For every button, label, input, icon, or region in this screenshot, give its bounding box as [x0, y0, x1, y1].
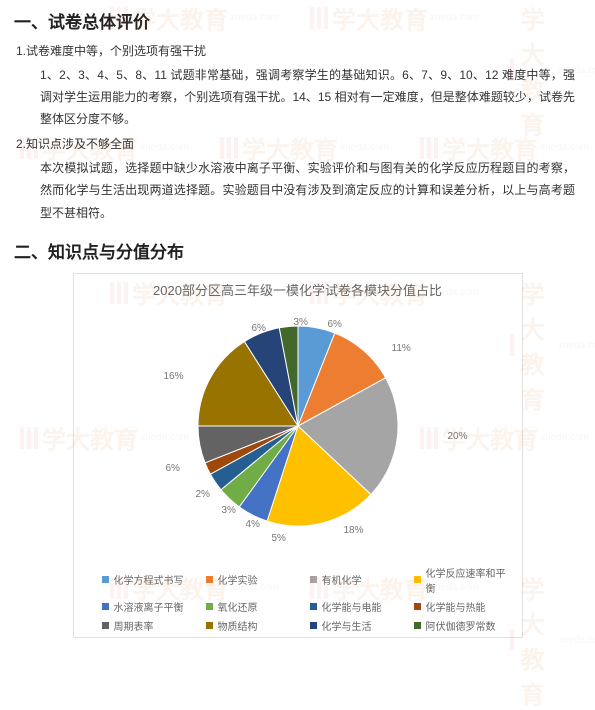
legend-label: 化学能与热能 — [426, 599, 486, 614]
legend-swatch — [206, 603, 213, 610]
pct-label: 6% — [166, 463, 180, 474]
legend-label: 化学与生活 — [322, 618, 372, 633]
pct-label: 4% — [246, 519, 260, 530]
pie-chart-container: 2020部分区高三年级一模化学试卷各模块分值占比 6% 11% 20% 18% 5% 4%… — [73, 273, 523, 638]
chart-title: 2020部分区高三年级一模化学试卷各模块分值占比 — [82, 280, 514, 299]
item1-label: 1.试卷难度中等，个别选项有强干扰 — [16, 43, 581, 60]
legend-item: 化学与生活 — [310, 618, 408, 633]
legend-item: 化学能与热能 — [414, 599, 512, 614]
legend-item: 氧化还原 — [206, 599, 304, 614]
legend: 化学方程式书写 化学实验 有机化学 化学反应速率和平衡水溶液离子平衡 氧化还原 化学能与电… — [82, 561, 514, 633]
legend-label: 化学方程式书写 — [114, 572, 184, 587]
section1-heading: 一、试卷总体评价 — [14, 8, 581, 33]
pct-label: 11% — [392, 343, 411, 354]
item2-para: 本次模拟试题，选择题中缺少水溶液中离子平衡、实验评价和与图有关的化学反应历程题目… — [40, 157, 575, 224]
pct-label: 16% — [164, 371, 184, 382]
legend-item: 周期表率 — [102, 618, 200, 633]
pct-label: 3% — [294, 317, 308, 328]
legend-item: 阿伏伽德罗常数 — [414, 618, 512, 633]
legend-item: 有机化学 — [310, 565, 408, 595]
legend-swatch — [414, 622, 421, 629]
legend-item: 物质结构 — [206, 618, 304, 633]
legend-swatch — [102, 576, 109, 583]
legend-label: 化学反应速率和平衡 — [426, 565, 512, 595]
legend-label: 化学能与电能 — [322, 599, 382, 614]
legend-item: 化学方程式书写 — [102, 565, 200, 595]
pie-svg — [178, 301, 418, 541]
pct-label: 6% — [252, 323, 266, 334]
pie-area: 6% 11% 20% 18% 5% 4% 3% 2% 6% 16% 6% 3% — [82, 301, 514, 561]
legend-swatch — [310, 622, 317, 629]
legend-item: 化学反应速率和平衡 — [414, 565, 512, 595]
legend-label: 物质结构 — [218, 618, 258, 633]
legend-swatch — [206, 576, 213, 583]
legend-swatch — [102, 603, 109, 610]
legend-swatch — [414, 603, 421, 610]
legend-label: 阿伏伽德罗常数 — [426, 618, 496, 633]
pct-label: 5% — [272, 533, 286, 544]
legend-swatch — [414, 576, 421, 583]
legend-label: 氧化还原 — [218, 599, 258, 614]
pct-label: 20% — [448, 431, 468, 442]
legend-label: 周期表率 — [114, 618, 154, 633]
pct-label: 3% — [222, 505, 236, 516]
pct-label: 18% — [344, 525, 364, 536]
legend-item: 水溶液离子平衡 — [102, 599, 200, 614]
legend-label: 化学实验 — [218, 572, 258, 587]
legend-item: 化学实验 — [206, 565, 304, 595]
legend-swatch — [102, 622, 109, 629]
pct-label: 6% — [328, 319, 342, 330]
item1-para: 1、2、3、4、5、8、11 试题非常基础，强调考察学生的基础知识。6、7、9、… — [40, 64, 575, 131]
legend-swatch — [310, 603, 317, 610]
item2-label: 2.知识点涉及不够全面 — [16, 136, 581, 153]
legend-item: 化学能与电能 — [310, 599, 408, 614]
pct-label: 2% — [196, 489, 210, 500]
legend-swatch — [206, 622, 213, 629]
legend-swatch — [310, 576, 317, 583]
section2-heading: 二、知识点与分值分布 — [14, 238, 581, 263]
legend-label: 水溶液离子平衡 — [114, 599, 184, 614]
legend-label: 有机化学 — [322, 572, 362, 587]
